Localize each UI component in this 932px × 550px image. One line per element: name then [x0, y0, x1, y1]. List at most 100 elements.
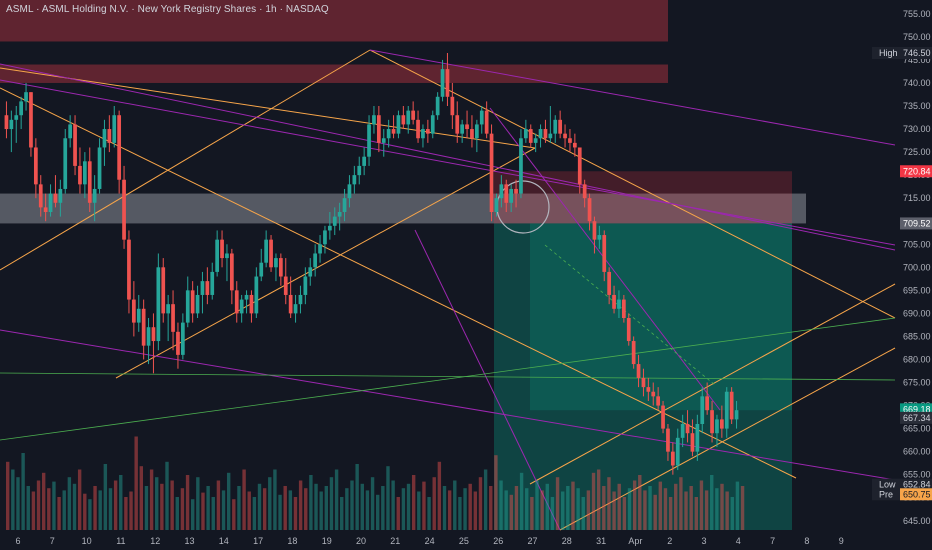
candle-body [724, 391, 729, 429]
candle-body [690, 433, 695, 452]
volume-bar [41, 472, 46, 530]
volume-bar [442, 486, 447, 530]
volume-bar [304, 488, 308, 530]
candle-body [97, 147, 102, 189]
volume-bar [735, 481, 740, 530]
volume-bar [566, 486, 570, 530]
candle-body [577, 147, 582, 185]
volume-bar [632, 480, 637, 530]
volume-bar [211, 497, 215, 530]
candle-body [78, 165, 82, 185]
volume-bar [514, 486, 519, 530]
volume-bar [581, 497, 585, 530]
price-tick-label: 735.00 [903, 101, 931, 111]
volume-bar [674, 483, 678, 530]
candle-body [430, 115, 435, 134]
volume-bar [247, 491, 251, 530]
time-tick-label: 26 [493, 536, 503, 546]
volume-bar [509, 494, 514, 530]
volume-bar [57, 497, 61, 530]
volume-bar [576, 488, 580, 530]
candle-body [700, 396, 705, 424]
volume-bar [704, 490, 709, 530]
volume-bar [26, 486, 30, 530]
volume-bar [530, 497, 534, 530]
candle-body [372, 115, 376, 125]
symbol-title[interactable]: ASML · ASML Holding N.V. · New York Regi… [6, 4, 329, 15]
candle-body [29, 92, 33, 148]
candle-body [347, 184, 352, 199]
time-tick-label: 12 [150, 536, 160, 546]
candle-body [337, 212, 342, 217]
volume-bar [11, 469, 15, 530]
time-axis[interactable]: 6 7 10 11 12 13 14 17 18 19 20 21 24 25 26 27 28 31 Apr 2 3 4… [15, 536, 843, 546]
candle-body [646, 387, 651, 392]
volume-bar [740, 486, 745, 530]
volume-bar [519, 472, 524, 530]
volume-bar [694, 497, 699, 530]
volume-bar [252, 497, 257, 530]
volume-bar [149, 469, 154, 530]
volume-bar [21, 453, 25, 530]
candle-body [274, 258, 278, 268]
resistance-zone [0, 64, 668, 83]
candle-body [136, 308, 141, 323]
volume-bar [648, 486, 652, 530]
candle-body [734, 410, 739, 420]
candle-body [705, 396, 710, 411]
candle-body [303, 276, 308, 295]
volume-bar [273, 469, 277, 530]
candle-body [528, 129, 533, 143]
volume-bar [345, 488, 349, 530]
volume-bar [730, 497, 734, 530]
candle-body [220, 239, 224, 259]
candle-body [180, 322, 185, 355]
candle-body [342, 198, 347, 212]
candle-body [401, 115, 406, 125]
candle-body [543, 129, 548, 139]
low-badge-label-bg [872, 478, 900, 491]
volume-bar [185, 475, 190, 530]
candle-body [710, 410, 714, 434]
volume-bar [191, 499, 195, 530]
candle-body [210, 271, 215, 295]
volume-bar [360, 483, 364, 530]
time-tick-label: 13 [184, 536, 194, 546]
volume-bar [257, 483, 262, 530]
volume-bar [473, 491, 478, 530]
volume-bar [134, 436, 138, 530]
candle-body [48, 193, 53, 212]
candle-body [278, 258, 283, 277]
candle-body [33, 147, 38, 185]
volume-bar [376, 494, 380, 530]
channel-line [0, 49, 371, 271]
candle-body [421, 129, 425, 139]
volume-bar [571, 481, 575, 530]
volume-bar [298, 480, 303, 530]
candle-body [460, 124, 465, 134]
volume-bar [268, 477, 272, 530]
candle-body [675, 437, 680, 466]
candle-body [509, 188, 514, 203]
candle-body [411, 110, 416, 120]
volume-bar [710, 475, 714, 530]
time-tick-label: 8 [804, 536, 809, 546]
candle-body [190, 290, 195, 314]
volume-bar [103, 464, 108, 530]
candle-body [92, 188, 97, 203]
candle-body [112, 115, 117, 143]
candle-body [352, 175, 357, 185]
candle-body [391, 129, 396, 134]
candle-body [685, 424, 690, 434]
candle-body [185, 290, 190, 323]
time-tick-label: 27 [527, 536, 537, 546]
candle-body [225, 253, 229, 259]
channel-line [369, 49, 896, 319]
volume-bar [483, 469, 488, 530]
volume-bar [381, 486, 385, 530]
time-tick-label: 2 [667, 536, 672, 546]
volume-bar [638, 475, 642, 530]
price-axis[interactable]: 755.00 750.00 745.00 740.00 735.00 730.00 725.… [903, 9, 931, 526]
trend-line [0, 79, 896, 246]
